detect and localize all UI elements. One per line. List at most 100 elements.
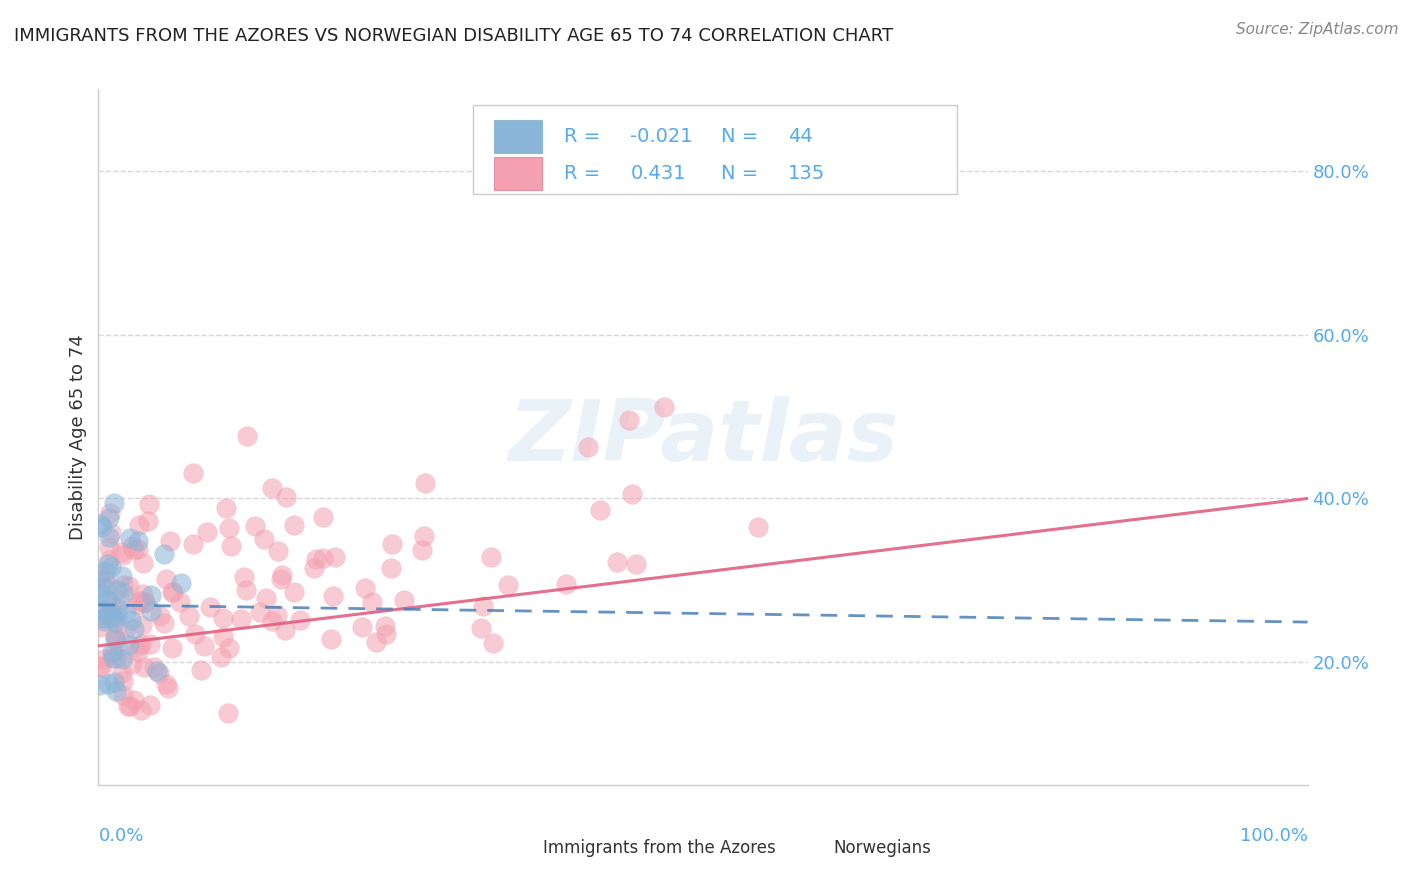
- Point: [160, 584, 183, 599]
- Point: [132, 557, 155, 571]
- Point: [233, 570, 256, 584]
- Point: [134, 659, 156, 673]
- Point: [114, 624, 136, 638]
- Point: [283, 585, 305, 599]
- Point: [120, 531, 142, 545]
- Point: [249, 605, 271, 619]
- Point: [252, 532, 274, 546]
- Point: [139, 604, 162, 618]
- Point: [93, 610, 115, 624]
- Text: 0.431: 0.431: [630, 164, 686, 183]
- FancyBboxPatch shape: [474, 104, 957, 194]
- Point: [127, 541, 149, 556]
- Point: [129, 637, 152, 651]
- Point: [305, 552, 328, 566]
- Point: [90, 520, 112, 534]
- Point: [104, 632, 127, 646]
- Point: [127, 645, 149, 659]
- Text: N =: N =: [721, 128, 765, 146]
- Point: [148, 666, 170, 681]
- Point: [100, 599, 122, 614]
- Point: [312, 509, 335, 524]
- Point: [254, 591, 277, 605]
- Text: 100.0%: 100.0%: [1240, 827, 1308, 845]
- Point: [111, 652, 134, 666]
- Text: ZIPatlas: ZIPatlas: [508, 395, 898, 479]
- Point: [117, 639, 139, 653]
- Point: [104, 629, 127, 643]
- Point: [138, 698, 160, 712]
- Text: 44: 44: [787, 128, 813, 146]
- Bar: [498, 837, 531, 858]
- Point: [215, 501, 238, 516]
- Point: [162, 585, 184, 599]
- Point: [118, 699, 141, 714]
- Point: [131, 618, 153, 632]
- Point: [617, 413, 640, 427]
- Point: [93, 651, 115, 665]
- Text: 0.0%: 0.0%: [98, 827, 143, 845]
- Text: Immigrants from the Azores: Immigrants from the Azores: [543, 838, 776, 856]
- Point: [243, 519, 266, 533]
- Point: [94, 592, 117, 607]
- Point: [98, 506, 121, 520]
- Point: [97, 677, 120, 691]
- Point: [103, 674, 125, 689]
- Point: [193, 640, 215, 654]
- Point: [89, 659, 111, 673]
- Text: 135: 135: [787, 164, 825, 183]
- Point: [97, 511, 120, 525]
- Point: [350, 620, 373, 634]
- Point: [89, 517, 111, 532]
- Point: [134, 595, 156, 609]
- Point: [212, 630, 235, 644]
- Point: [555, 577, 578, 591]
- Point: [120, 613, 142, 627]
- Point: [302, 560, 325, 574]
- Point: [112, 578, 135, 592]
- Point: [107, 602, 129, 616]
- Point: [319, 632, 342, 646]
- Point: [108, 641, 131, 656]
- Point: [470, 621, 492, 635]
- Point: [117, 699, 139, 714]
- Point: [229, 612, 252, 626]
- Point: [103, 615, 125, 629]
- Point: [177, 608, 200, 623]
- Point: [183, 537, 205, 551]
- Point: [121, 539, 143, 553]
- Point: [155, 572, 177, 586]
- Point: [274, 490, 297, 504]
- Text: -0.021: -0.021: [630, 128, 693, 146]
- Point: [366, 635, 388, 649]
- Point: [374, 619, 396, 633]
- Point: [121, 657, 143, 672]
- Point: [266, 543, 288, 558]
- Point: [262, 481, 284, 495]
- Point: [96, 607, 118, 621]
- Point: [266, 608, 288, 623]
- Point: [323, 550, 346, 565]
- Point: [89, 678, 111, 692]
- Point: [218, 521, 240, 535]
- Point: [108, 594, 131, 608]
- Point: [112, 586, 135, 600]
- Point: [471, 599, 494, 613]
- Point: [170, 575, 193, 590]
- Point: [274, 623, 297, 637]
- Point: [97, 530, 120, 544]
- Bar: [787, 837, 821, 858]
- Point: [101, 650, 124, 665]
- Point: [97, 592, 120, 607]
- Point: [101, 647, 124, 661]
- Point: [94, 564, 117, 578]
- Text: R =: R =: [564, 128, 606, 146]
- Point: [218, 641, 240, 656]
- Point: [217, 706, 239, 720]
- Point: [110, 545, 132, 559]
- Point: [97, 557, 120, 571]
- Point: [129, 703, 152, 717]
- Text: Source: ZipAtlas.com: Source: ZipAtlas.com: [1236, 22, 1399, 37]
- Point: [134, 597, 156, 611]
- Point: [111, 666, 134, 681]
